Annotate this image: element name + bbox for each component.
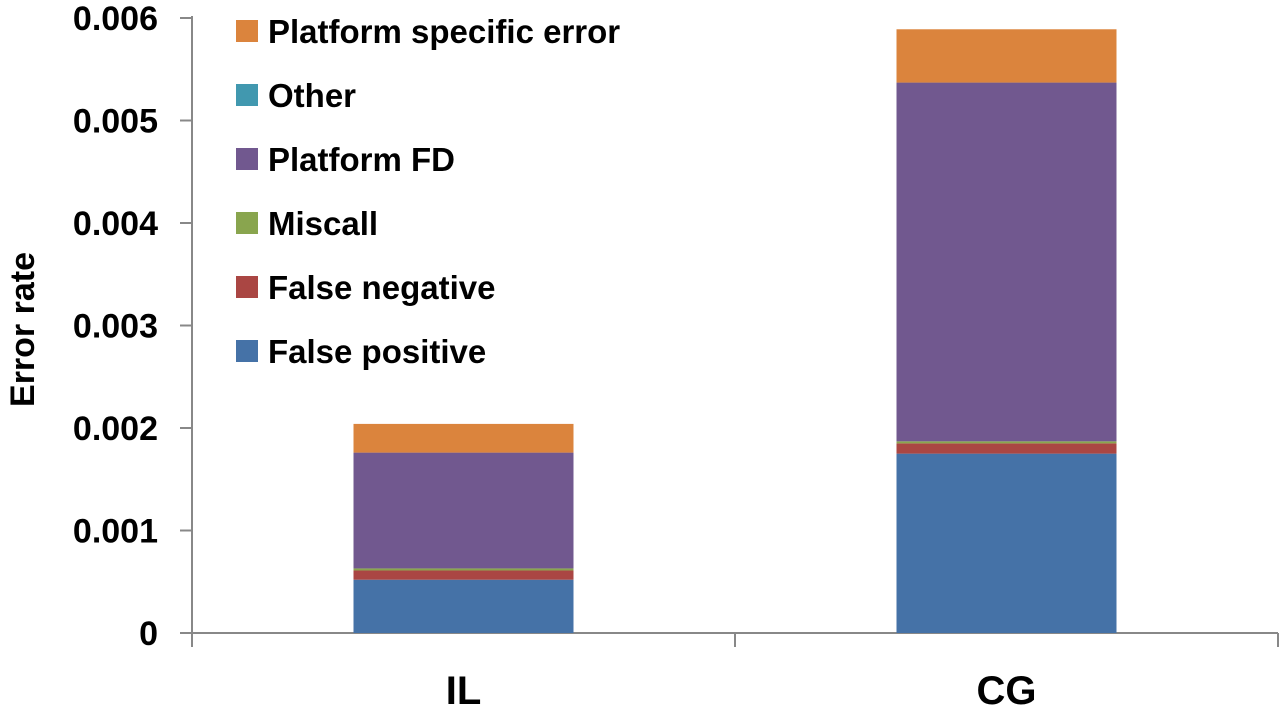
y-tick-label: 0.002 — [73, 410, 158, 448]
x-category-label-il: IL — [446, 669, 482, 709]
legend-label-other: Other — [268, 77, 356, 114]
tick-labels: 0 0.001 0.002 0.003 0.004 0.005 0.006 IL CG — [73, 0, 1037, 709]
y-tick-label: 0 — [139, 615, 158, 653]
legend-swatch-false-positive — [236, 340, 258, 362]
y-tick-label: 0.003 — [73, 308, 158, 346]
legend-swatch-platform-fd — [236, 148, 258, 170]
y-tick-label: 0.001 — [73, 513, 158, 551]
legend-label-false-positive: False positive — [268, 333, 486, 370]
legend-swatch-miscall — [236, 212, 258, 234]
bar-segment-cg-platform-specific-error — [896, 29, 1117, 83]
bar-segment-il-false-positive — [353, 579, 574, 633]
bar-segment-cg-false-negative — [896, 443, 1117, 454]
bar-segment-il-false-negative — [353, 570, 574, 580]
legend-swatch-platform-specific-error — [236, 20, 258, 42]
bar-segment-cg-platform-fd — [896, 82, 1117, 442]
bar-segment-cg-miscall — [896, 441, 1117, 444]
y-tick-label: 0.004 — [73, 205, 158, 243]
legend-label-false-negative: False negative — [268, 269, 495, 306]
legend-swatch-other — [236, 84, 258, 106]
bar-segment-il-miscall — [353, 568, 574, 571]
y-tick-label: 0.005 — [73, 103, 158, 141]
legend-swatch-false-negative — [236, 276, 258, 298]
legend-label-platform-specific-error: Platform specific error — [268, 13, 620, 50]
legend-label-platform-fd: Platform FD — [268, 141, 455, 178]
legend-label-miscall: Miscall — [268, 205, 378, 242]
bar-segment-il-platform-specific-error — [353, 423, 574, 453]
bars — [353, 29, 1117, 633]
legend: Platform specific error Other Platform FD M… — [236, 13, 620, 370]
bar-segment-cg-false-positive — [896, 453, 1117, 633]
y-axis-title: Error rate — [4, 252, 42, 407]
bar-segment-il-platform-fd — [353, 452, 574, 569]
x-category-label-cg: CG — [977, 669, 1037, 709]
y-tick-label: 0.006 — [73, 0, 158, 38]
